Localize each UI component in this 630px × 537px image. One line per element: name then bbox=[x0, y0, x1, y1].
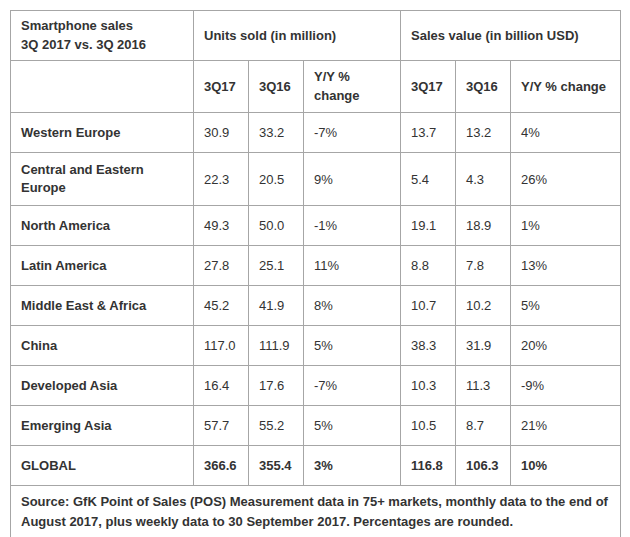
sales-3q17-cell: 5.4 bbox=[401, 153, 456, 206]
table-row-western-europe: Western Europe 30.9 33.2 -7% 13.7 13.2 4… bbox=[11, 113, 621, 153]
units-yoy-cell: -7% bbox=[304, 366, 401, 406]
table-row-global-total: GLOBAL 366.6 355.4 3% 116.8 106.3 10% bbox=[11, 446, 621, 486]
table-row-developed-asia: Developed Asia 16.4 17.6 -7% 10.3 11.3 -… bbox=[11, 366, 621, 406]
units-3q17-cell: 49.3 bbox=[194, 206, 249, 246]
source-row: Source: GfK Point of Sales (POS) Measure… bbox=[11, 486, 621, 537]
units-yoy-cell: 8% bbox=[304, 286, 401, 326]
group-header-row: Smartphone sales 3Q 2017 vs. 3Q 2016 Uni… bbox=[11, 11, 621, 61]
region-label: Middle East & Africa bbox=[21, 297, 146, 315]
units-3q16-cell: 41.9 bbox=[249, 286, 304, 326]
units-3q16-cell: 25.1 bbox=[249, 246, 304, 286]
region-cell: Central and Eastern Europe bbox=[11, 153, 194, 206]
sub-header-units-yoy-text: Y/Y % change bbox=[314, 68, 372, 106]
units-3q17-cell: 45.2 bbox=[194, 286, 249, 326]
sales-yoy-cell: 26% bbox=[511, 153, 621, 206]
region-label: Latin America bbox=[21, 257, 107, 275]
units-3q17-cell: 366.6 bbox=[194, 446, 249, 486]
sales-3q16-cell: 8.7 bbox=[456, 406, 511, 446]
units-3q17-cell: 117.0 bbox=[194, 326, 249, 366]
sub-header-units-3q17: 3Q17 bbox=[194, 61, 249, 113]
region-label: Central and Eastern Europe bbox=[21, 161, 169, 196]
sales-yoy-cell: 5% bbox=[511, 286, 621, 326]
sales-3q17-cell: 38.3 bbox=[401, 326, 456, 366]
table-row-latin-america: Latin America 27.8 25.1 11% 8.8 7.8 13% bbox=[11, 246, 621, 286]
units-3q16-cell: 111.9 bbox=[249, 326, 304, 366]
region-cell: China bbox=[11, 326, 194, 366]
sales-3q17-cell: 10.3 bbox=[401, 366, 456, 406]
sales-yoy-cell: -9% bbox=[511, 366, 621, 406]
region-cell: GLOBAL bbox=[11, 446, 194, 486]
units-3q16-cell: 355.4 bbox=[249, 446, 304, 486]
table-row-central-eastern-europe: Central and Eastern Europe 22.3 20.5 9% … bbox=[11, 153, 621, 206]
units-3q17-cell: 30.9 bbox=[194, 113, 249, 153]
region-cell: Western Europe bbox=[11, 113, 194, 153]
region-label: Emerging Asia bbox=[21, 417, 112, 435]
sales-yoy-cell: 4% bbox=[511, 113, 621, 153]
sub-header-sales-yoy: Y/Y % change bbox=[511, 61, 621, 113]
region-cell: Developed Asia bbox=[11, 366, 194, 406]
table-row-emerging-asia: Emerging Asia 57.7 55.2 5% 10.5 8.7 21% bbox=[11, 406, 621, 446]
units-3q16-cell: 33.2 bbox=[249, 113, 304, 153]
sales-yoy-cell: 21% bbox=[511, 406, 621, 446]
region-cell: North America bbox=[11, 206, 194, 246]
table-row-north-america: North America 49.3 50.0 -1% 19.1 18.9 1% bbox=[11, 206, 621, 246]
sales-3q17-cell: 13.7 bbox=[401, 113, 456, 153]
sales-3q17-cell: 8.8 bbox=[401, 246, 456, 286]
sales-yoy-cell: 1% bbox=[511, 206, 621, 246]
sales-3q16-cell: 31.9 bbox=[456, 326, 511, 366]
sales-3q16-cell: 106.3 bbox=[456, 446, 511, 486]
sub-header-units-yoy: Y/Y % change bbox=[304, 61, 401, 113]
region-label: China bbox=[21, 337, 57, 355]
units-3q16-cell: 55.2 bbox=[249, 406, 304, 446]
units-yoy-cell: -1% bbox=[304, 206, 401, 246]
units-3q16-cell: 20.5 bbox=[249, 153, 304, 206]
sales-3q17-cell: 19.1 bbox=[401, 206, 456, 246]
units-3q17-cell: 57.7 bbox=[194, 406, 249, 446]
region-label: Western Europe bbox=[21, 124, 120, 142]
group-header-sales-value: Sales value (in billion USD) bbox=[401, 11, 621, 61]
units-3q17-cell: 22.3 bbox=[194, 153, 249, 206]
sales-3q17-cell: 116.8 bbox=[401, 446, 456, 486]
units-3q17-cell: 16.4 bbox=[194, 366, 249, 406]
units-yoy-cell: -7% bbox=[304, 113, 401, 153]
table-title-line1: Smartphone sales bbox=[21, 17, 187, 36]
sales-3q16-cell: 10.2 bbox=[456, 286, 511, 326]
units-3q17-cell: 27.8 bbox=[194, 246, 249, 286]
sales-yoy-cell: 20% bbox=[511, 326, 621, 366]
sales-3q16-cell: 18.9 bbox=[456, 206, 511, 246]
region-cell: Latin America bbox=[11, 246, 194, 286]
table-row-china: China 117.0 111.9 5% 38.3 31.9 20% bbox=[11, 326, 621, 366]
sub-header-row: 3Q17 3Q16 Y/Y % change 3Q17 3Q16 Y/Y % c… bbox=[11, 61, 621, 113]
source-note: Source: GfK Point of Sales (POS) Measure… bbox=[11, 486, 621, 537]
region-cell: Middle East & Africa bbox=[11, 286, 194, 326]
region-label: North America bbox=[21, 217, 110, 235]
sales-3q16-cell: 7.8 bbox=[456, 246, 511, 286]
units-yoy-cell: 9% bbox=[304, 153, 401, 206]
smartphone-sales-table: Smartphone sales 3Q 2017 vs. 3Q 2016 Uni… bbox=[10, 10, 621, 537]
units-yoy-cell: 5% bbox=[304, 406, 401, 446]
table-row-middle-east-africa: Middle East & Africa 45.2 41.9 8% 10.7 1… bbox=[11, 286, 621, 326]
sales-yoy-cell: 13% bbox=[511, 246, 621, 286]
units-yoy-cell: 5% bbox=[304, 326, 401, 366]
table-title-cell: Smartphone sales 3Q 2017 vs. 3Q 2016 bbox=[11, 11, 194, 61]
page: Smartphone sales 3Q 2017 vs. 3Q 2016 Uni… bbox=[0, 0, 630, 537]
sales-yoy-cell: 10% bbox=[511, 446, 621, 486]
sales-3q16-cell: 11.3 bbox=[456, 366, 511, 406]
region-label: Developed Asia bbox=[21, 377, 117, 395]
units-yoy-cell: 11% bbox=[304, 246, 401, 286]
sub-header-sales-3q16: 3Q16 bbox=[456, 61, 511, 113]
units-3q16-cell: 50.0 bbox=[249, 206, 304, 246]
region-cell: Emerging Asia bbox=[11, 406, 194, 446]
sales-3q16-cell: 13.2 bbox=[456, 113, 511, 153]
units-yoy-cell: 3% bbox=[304, 446, 401, 486]
sub-header-units-3q16: 3Q16 bbox=[249, 61, 304, 113]
sub-header-sales-3q17: 3Q17 bbox=[401, 61, 456, 113]
sales-3q16-cell: 4.3 bbox=[456, 153, 511, 206]
units-3q16-cell: 17.6 bbox=[249, 366, 304, 406]
sales-3q17-cell: 10.5 bbox=[401, 406, 456, 446]
table-title-line2: 3Q 2017 vs. 3Q 2016 bbox=[21, 36, 187, 55]
empty-header-cell bbox=[11, 61, 194, 113]
group-header-units-sold: Units sold (in million) bbox=[194, 11, 401, 61]
sales-3q17-cell: 10.7 bbox=[401, 286, 456, 326]
